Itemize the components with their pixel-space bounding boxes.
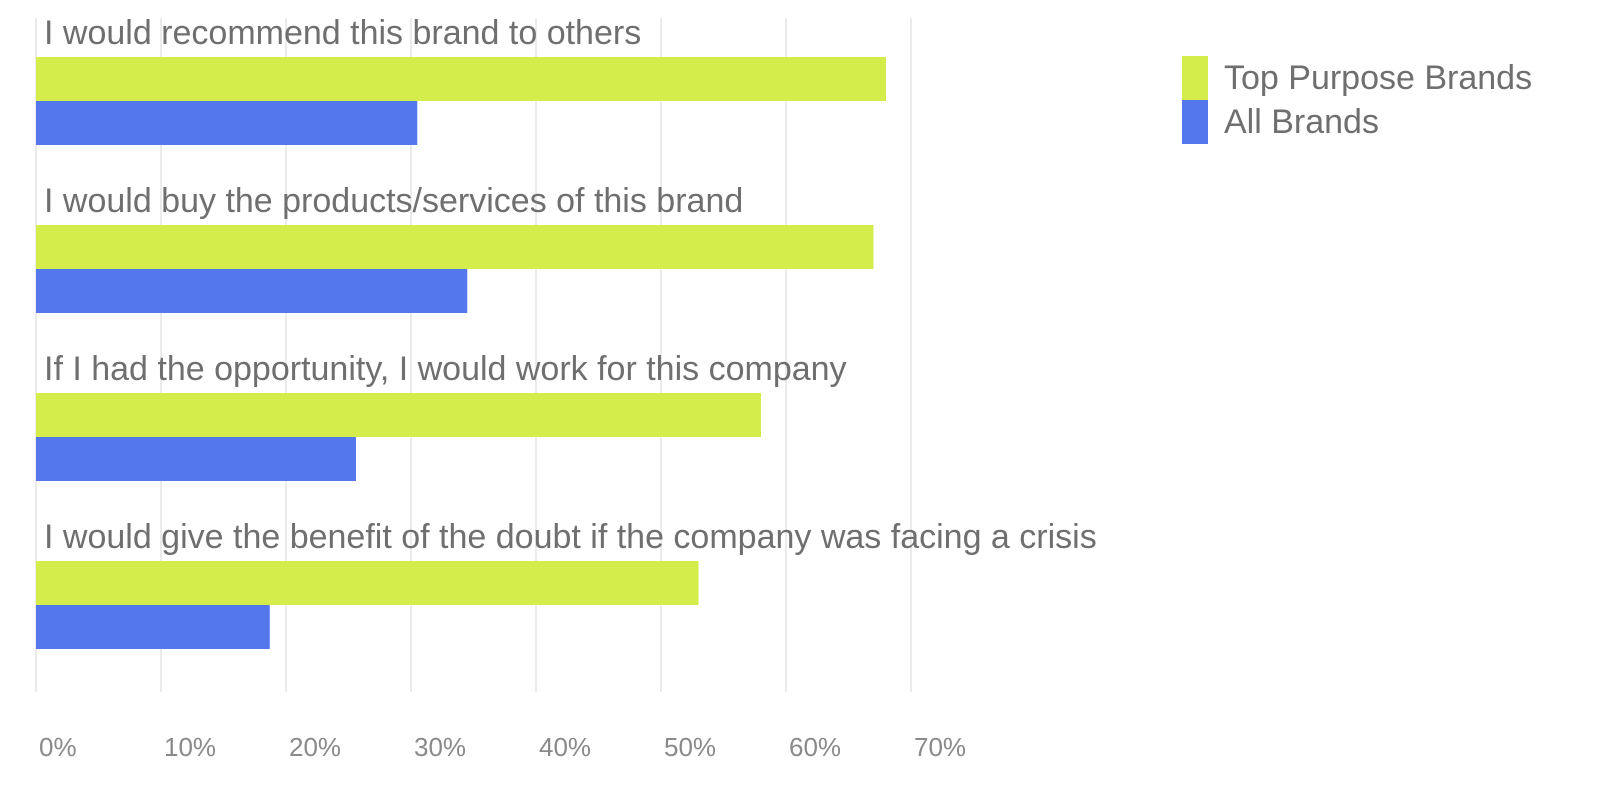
category-label: I would give the benefit of the doubt if… (44, 518, 1097, 556)
bar-all-brands (36, 605, 270, 649)
category-label: If I had the opportunity, I would work f… (44, 350, 847, 388)
x-tick-label: 0% (39, 732, 77, 762)
x-tick-label: 40% (539, 732, 591, 762)
bar-top-purpose-brands (36, 561, 699, 605)
legend-swatch (1182, 56, 1208, 100)
bar-top-purpose-brands (36, 57, 886, 101)
legend: Top Purpose Brands All Brands (1182, 56, 1532, 144)
category-label: I would recommend this brand to others (44, 14, 641, 52)
category-labels: I would recommend this brand to others I … (44, 14, 1097, 556)
x-axis-ticks: 0% 10% 20% 30% 40% 50% 60% 70% (39, 732, 966, 762)
bar-all-brands (36, 101, 418, 145)
bar-top-purpose-brands (36, 225, 874, 269)
category-label: I would buy the products/services of thi… (44, 182, 743, 220)
bars (36, 57, 886, 649)
bar-top-purpose-brands (36, 393, 761, 437)
x-tick-label: 50% (664, 732, 716, 762)
x-tick-label: 10% (164, 732, 216, 762)
x-tick-label: 70% (914, 732, 966, 762)
legend-label: Top Purpose Brands (1224, 59, 1532, 97)
x-tick-label: 60% (789, 732, 841, 762)
bar-all-brands (36, 437, 356, 481)
bar-all-brands (36, 269, 468, 313)
x-tick-label: 20% (289, 732, 341, 762)
legend-label: All Brands (1224, 103, 1379, 141)
legend-swatch (1182, 100, 1208, 144)
x-tick-label: 30% (414, 732, 466, 762)
